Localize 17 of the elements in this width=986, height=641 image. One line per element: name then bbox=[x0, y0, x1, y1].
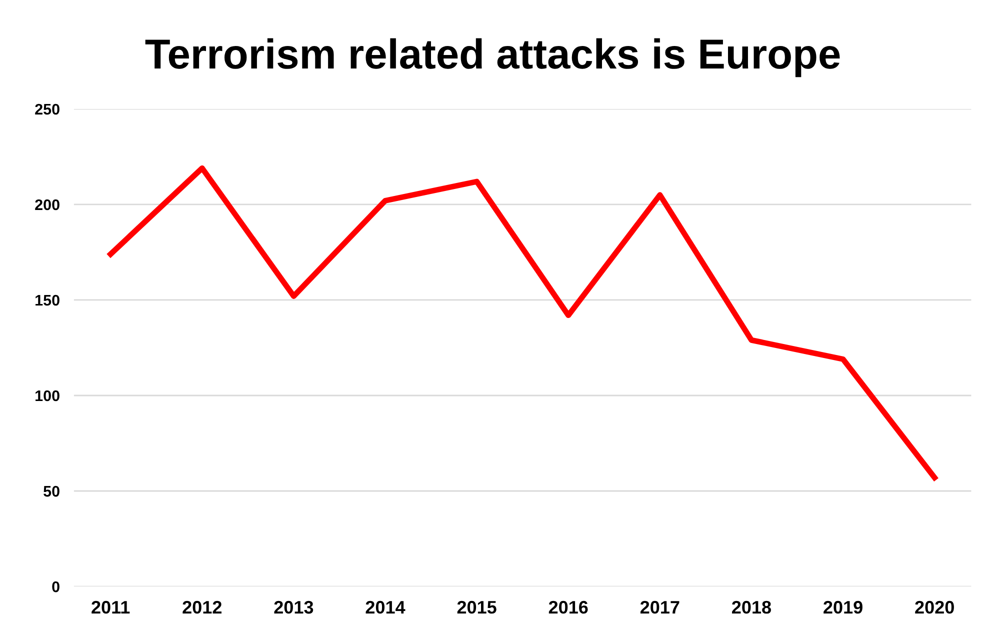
y-tick-label: 250 bbox=[35, 104, 60, 115]
x-tick-label: 2011 bbox=[92, 600, 130, 614]
x-tick-label: 2014 bbox=[366, 600, 406, 614]
x-tick-label: 2017 bbox=[640, 600, 680, 614]
y-tick-label: 100 bbox=[36, 390, 60, 402]
y-tick-label: 50 bbox=[44, 486, 60, 497]
y-tick-label: 0 bbox=[52, 581, 60, 592]
x-tick-label: 2018 bbox=[732, 600, 772, 614]
x-tick-label: 2016 bbox=[548, 600, 588, 614]
x-tick-label: 2020 bbox=[915, 600, 954, 614]
y-tick-label: 150 bbox=[36, 294, 60, 306]
x-tick-label: 2019 bbox=[824, 600, 862, 614]
chart-title: Terrorism related attacks is Europe bbox=[145, 38, 840, 78]
x-tick-label: 2013 bbox=[274, 600, 314, 614]
y-tick-label: 200 bbox=[35, 199, 60, 210]
x-tick-label: 2012 bbox=[182, 600, 222, 614]
x-tick-label: 2015 bbox=[457, 600, 496, 614]
